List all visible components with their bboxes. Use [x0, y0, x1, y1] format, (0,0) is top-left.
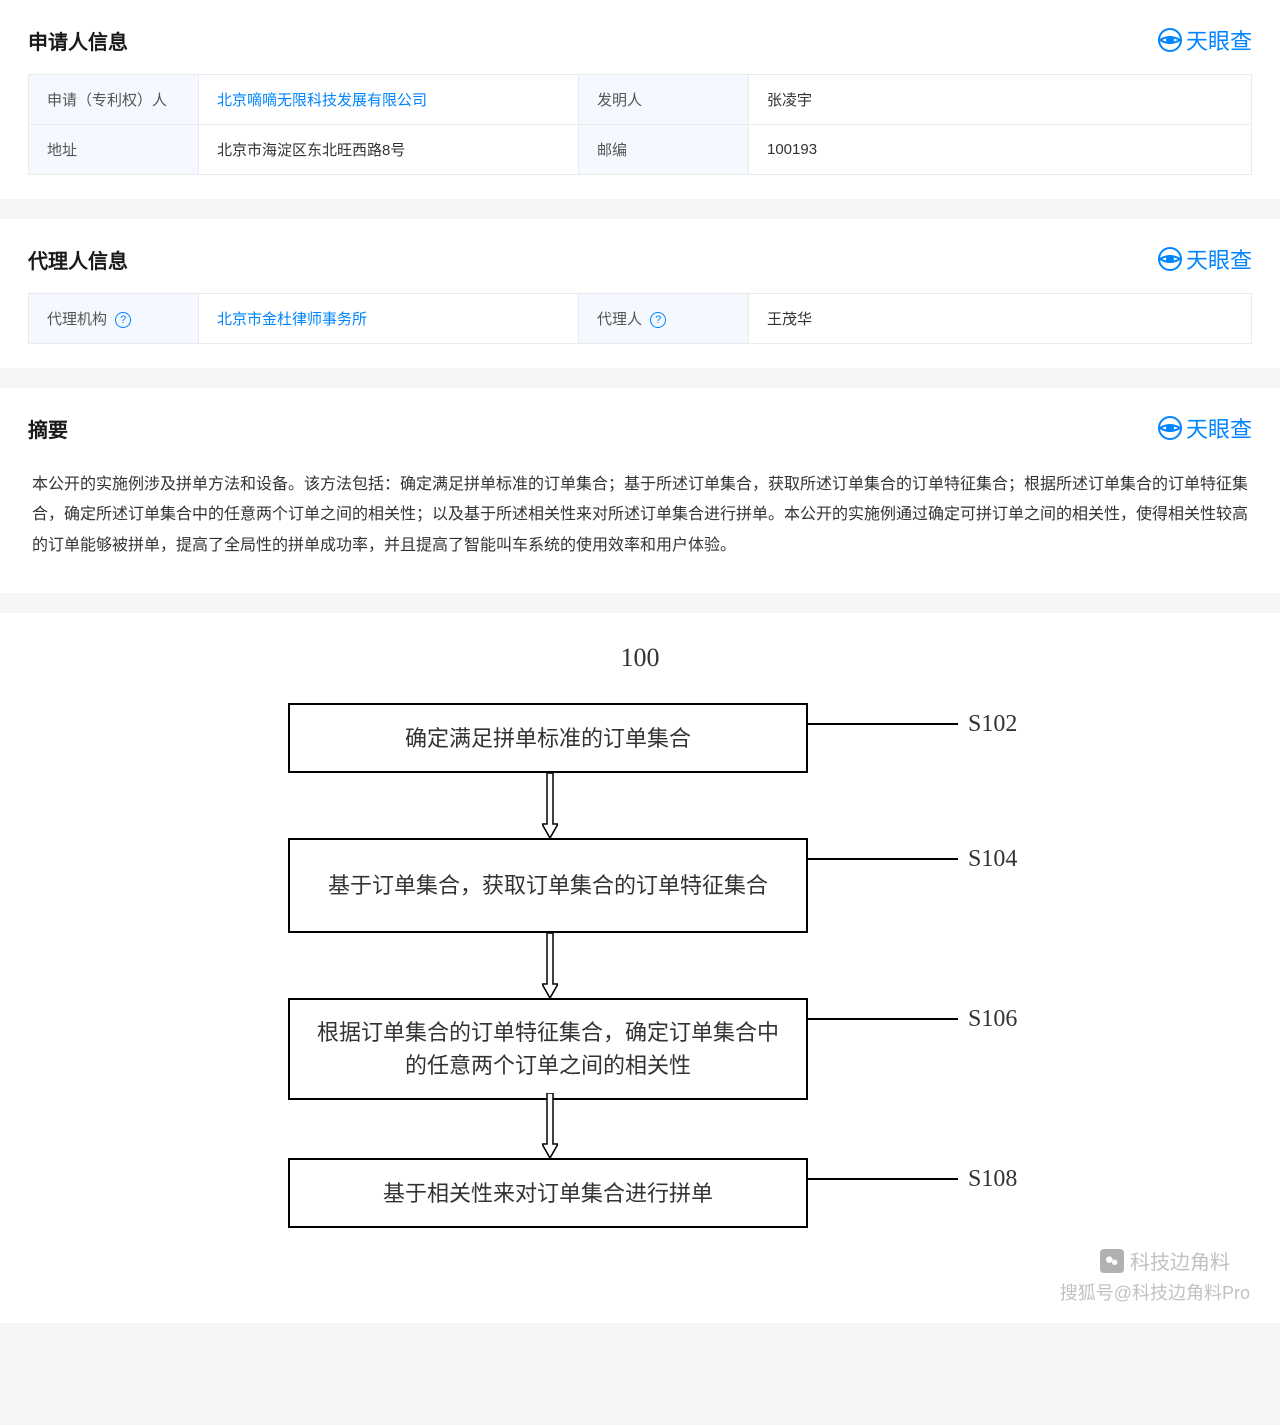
- brand-text: 天眼查: [1186, 412, 1252, 444]
- watermark-text: 科技边角料: [1130, 1246, 1230, 1275]
- flow-step-box: 确定满足拼单标准的订单集合: [288, 703, 808, 773]
- applicant-section-title: 申请人信息: [28, 26, 128, 55]
- cell-label: 发明人: [579, 75, 749, 125]
- applicant-name-link[interactable]: 北京嘀嘀无限科技发展有限公司: [199, 75, 579, 125]
- brand-logo[interactable]: 天眼查: [1158, 412, 1252, 444]
- agent-info-section: 代理人信息 天眼查 代理机构 ? 北京市金杜律师事务所 代理人 ? 王茂华: [0, 219, 1280, 368]
- flow-step-box: 基于相关性来对订单集合进行拼单: [288, 1158, 808, 1228]
- flow-arrow-icon: [542, 1093, 558, 1158]
- agent-org-link[interactable]: 北京市金杜律师事务所: [199, 294, 579, 344]
- agent-table: 代理机构 ? 北京市金杜律师事务所 代理人 ? 王茂华: [28, 293, 1252, 344]
- cell-label: 代理人 ?: [579, 294, 749, 344]
- flow-step-box: 根据订单集合的订单特征集合，确定订单集合中的任意两个订单之间的相关性: [288, 998, 808, 1100]
- label-text: 代理人: [597, 311, 642, 328]
- applicant-info-section: 申请人信息 天眼查 申请（专利权）人 北京嘀嘀无限科技发展有限公司 发明人 张凌…: [0, 0, 1280, 199]
- brand-icon: [1158, 416, 1182, 440]
- brand-logo[interactable]: 天眼查: [1158, 243, 1252, 275]
- flowchart-section: 100 确定满足拼单标准的订单集合 S102 基于订单集合，获取订单集合的订单特征集合…: [0, 613, 1280, 1323]
- cell-value: 张凌宇: [749, 75, 1252, 125]
- help-icon[interactable]: ?: [650, 312, 666, 328]
- flow-step-box: 基于订单集合，获取订单集合的订单特征集合: [288, 838, 808, 933]
- table-row: 代理机构 ? 北京市金杜律师事务所 代理人 ? 王茂华: [29, 294, 1252, 344]
- brand-text: 天眼查: [1186, 243, 1252, 275]
- brand-icon: [1158, 247, 1182, 271]
- flow-step-label: S102: [968, 711, 1017, 738]
- abstract-text: 本公开的实施例涉及拼单方法和设备。该方法包括：确定满足拼单标准的订单集合；基于所…: [28, 462, 1252, 569]
- abstract-section-title: 摘要: [28, 414, 68, 443]
- wechat-icon: [1100, 1249, 1124, 1273]
- abstract-section: 摘要 天眼查 本公开的实施例涉及拼单方法和设备。该方法包括：确定满足拼单标准的订…: [0, 388, 1280, 593]
- help-icon[interactable]: ?: [115, 312, 131, 328]
- cell-label: 代理机构 ?: [29, 294, 199, 344]
- flowchart-title: 100: [621, 643, 660, 673]
- table-row: 申请（专利权）人 北京嘀嘀无限科技发展有限公司 发明人 张凌宇: [29, 75, 1252, 125]
- flow-connector-line: [808, 1018, 958, 1020]
- watermark-sohu: 搜狐号@科技边角料Pro: [1060, 1279, 1250, 1305]
- flow-connector-line: [808, 858, 958, 860]
- flow-connector-line: [808, 1178, 958, 1180]
- section-header: 申请人信息 天眼查: [28, 24, 1252, 56]
- agent-section-title: 代理人信息: [28, 245, 128, 274]
- flow-step-label: S104: [968, 846, 1017, 873]
- cell-label: 申请（专利权）人: [29, 75, 199, 125]
- brand-logo[interactable]: 天眼查: [1158, 24, 1252, 56]
- flow-step-label: S106: [968, 1006, 1017, 1033]
- cell-value: 100193: [749, 125, 1252, 175]
- cell-label: 邮编: [579, 125, 749, 175]
- section-header: 摘要 天眼查: [28, 412, 1252, 444]
- cell-value: 王茂华: [749, 294, 1252, 344]
- cell-value: 北京市海淀区东北旺西路8号: [199, 125, 579, 175]
- flowchart: 100 确定满足拼单标准的订单集合 S102 基于订单集合，获取订单集合的订单特征集合…: [28, 643, 1252, 1283]
- flow-arrow-icon: [542, 933, 558, 998]
- label-text: 代理机构: [47, 311, 107, 328]
- flow-arrow-icon: [542, 773, 558, 838]
- applicant-table: 申请（专利权）人 北京嘀嘀无限科技发展有限公司 发明人 张凌宇 地址 北京市海淀…: [28, 74, 1252, 175]
- section-header: 代理人信息 天眼查: [28, 243, 1252, 275]
- brand-icon: [1158, 28, 1182, 52]
- cell-label: 地址: [29, 125, 199, 175]
- flow-connector-line: [808, 723, 958, 725]
- brand-text: 天眼查: [1186, 24, 1252, 56]
- table-row: 地址 北京市海淀区东北旺西路8号 邮编 100193: [29, 125, 1252, 175]
- watermark-wechat: 科技边角料: [1100, 1246, 1230, 1275]
- flow-step-label: S108: [968, 1166, 1017, 1193]
